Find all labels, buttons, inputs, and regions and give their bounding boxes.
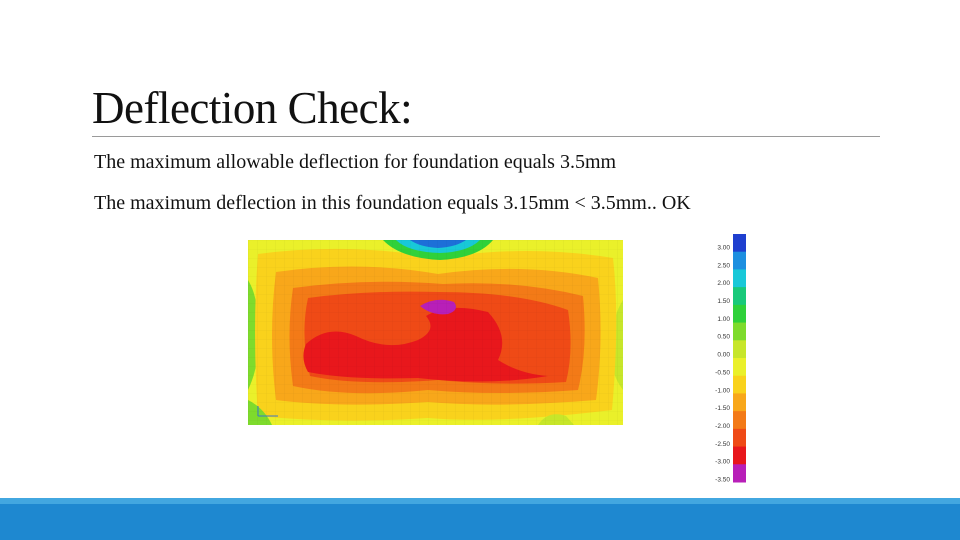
legend-swatch: [733, 393, 746, 412]
legend-label: 2.50: [717, 262, 730, 269]
legend-swatch: [733, 251, 746, 270]
legend-label: 2.00: [717, 280, 730, 287]
legend-swatch: [733, 269, 746, 288]
axis-indicator: [257, 406, 278, 417]
legend-label: 0.00: [717, 352, 730, 359]
legend-label: 1.00: [717, 316, 730, 323]
bottom-gap: [232, 494, 746, 500]
legend-label: -1.50: [715, 405, 730, 412]
legend-label: -3.50: [715, 477, 730, 484]
legend-swatch: [733, 375, 746, 394]
slide-title: Deflection Check:: [92, 83, 413, 133]
legend-swatch: [733, 287, 746, 306]
bottom-bar-accent: [0, 498, 960, 504]
legend-swatch: [733, 358, 746, 377]
legend-swatch: [733, 446, 746, 465]
bottom-bar: [0, 498, 960, 540]
legend-label: -0.50: [715, 369, 730, 376]
title-divider: [92, 136, 880, 137]
legend-label: -2.00: [715, 423, 730, 430]
deflection-legend: 3.00 2.50 2.00 1.50 1.00 0.50 0.00 -0.50 -1.00 -1…: [715, 234, 746, 484]
legend-swatch: [733, 428, 746, 448]
legend-swatch: [733, 340, 746, 359]
legend-label: 1.50: [717, 298, 730, 305]
legend-label: -3.00: [715, 459, 730, 466]
legend-swatch: [733, 234, 746, 253]
legend-label: 0.50: [717, 334, 730, 341]
legend-label: 3.00: [717, 245, 730, 252]
mesh-overlay: [248, 240, 623, 425]
legend-swatch: [733, 304, 746, 324]
legend-label: -2.50: [715, 441, 730, 448]
deflection-contour-plot: [248, 240, 623, 425]
allowable-deflection-text: The maximum allowable deflection for fou…: [94, 151, 617, 173]
legend-swatch: [733, 464, 746, 483]
legend-swatch: [733, 411, 746, 430]
max-deflection-text: The maximum deflection in this foundatio…: [94, 192, 691, 214]
legend-swatch: [733, 322, 746, 341]
legend-label: -1.00: [715, 387, 730, 394]
